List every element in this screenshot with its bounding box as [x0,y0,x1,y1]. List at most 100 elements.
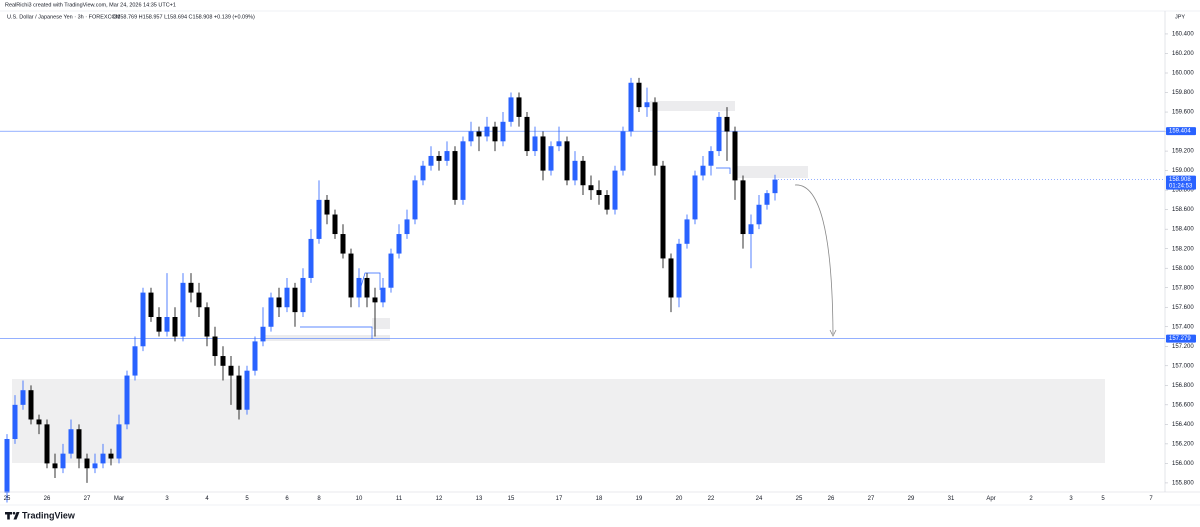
candle-body [212,336,218,357]
candle-body [124,375,130,425]
candle-body [132,346,138,376]
candle-body [428,155,434,166]
level-line [300,326,373,339]
x-tick-label: 26 [828,496,835,502]
candle-body [100,453,106,464]
y-tick-label: 160.200 [1172,51,1194,57]
demand-zone [12,379,1105,463]
y-tick-label: 157.400 [1172,324,1194,330]
symbol: U.S. Dollar / Japanese Yen · 3h · FOREXC… [7,14,121,20]
candle-body [140,292,146,347]
x-tick-label: Mar [114,496,124,502]
candle-body [404,219,410,235]
candle-body [676,243,682,298]
y-tick-label: 160.400 [1172,32,1194,38]
x-tick-label: 26 [44,496,51,502]
candle-body [300,277,306,313]
candle-body [588,185,594,191]
candle-body [452,151,458,200]
y-tick-label: 158.000 [1172,266,1194,272]
candle-body [372,297,378,303]
candle-body [692,175,698,220]
candle-body [756,204,762,225]
currency: JPY [1175,14,1185,20]
x-tick-label: 22 [708,496,715,502]
candle-body [36,419,42,425]
candle-body [348,253,354,298]
candle-body [332,214,338,235]
candle-body [540,136,546,171]
y-tick-label: 156.200 [1172,441,1194,447]
candle-body [660,165,666,259]
y-tick-label: 159.000 [1172,168,1194,174]
candle-body [508,97,514,122]
level-line [359,272,381,291]
y-tick-label: 157.800 [1172,285,1194,291]
x-tick-label: 29 [908,496,915,502]
y-tick-label: 156.800 [1172,383,1194,389]
last-price-label: 158.908 [1169,177,1191,183]
candle-body [524,116,530,152]
candle-body [724,116,730,132]
y-tick-label: 156.000 [1172,461,1194,467]
candle-body [252,341,258,371]
candle-body [308,238,314,278]
candle-body [468,131,474,142]
x-tick-label: 4 [205,496,209,502]
x-tick-label: 2 [1029,496,1033,502]
candle-body [116,424,122,459]
candle-body [684,219,690,244]
candle-body [44,424,50,464]
candle-body [596,190,602,196]
x-tick-label: 3 [165,496,169,502]
zone [372,318,390,329]
logo-mark [5,512,12,520]
candle-body [772,179,778,194]
candle-body [12,404,18,440]
price-label: 157.279 [1169,336,1191,342]
candle-body [52,463,58,469]
candle-body [188,282,194,293]
x-tick-label: 25 [796,496,803,502]
candle-body [548,146,554,171]
candle-body [484,126,490,137]
candle-body [620,131,626,171]
candle-body [268,297,274,327]
y-tick-label: 158.600 [1172,207,1194,213]
y-tick-label: 158.400 [1172,227,1194,233]
candle-body [260,326,266,342]
candle-body [220,356,226,366]
candle-body [572,160,578,181]
x-tick-label: 5 [245,496,249,502]
x-tick-label: 6 [285,496,289,502]
logo-mark [12,511,16,515]
candle-body [316,199,322,239]
level-line [716,167,731,174]
candle-body [276,297,282,308]
candle-body [196,292,202,308]
x-tick-label: 24 [756,496,763,502]
brand: TradingView [22,510,76,520]
x-tick-label: 27 [84,496,91,502]
candle-body [92,463,98,469]
y-tick-label: 159.200 [1172,149,1194,155]
candle-body [748,224,754,235]
candle-body [20,390,26,405]
x-tick-label: 15 [508,496,515,502]
candle-body [340,234,346,254]
candle-body [396,234,402,254]
candle-body [164,317,170,332]
x-tick-label: Apr [986,496,995,502]
candle-body [60,453,66,469]
ohlc-readout: O158.769 H158.957 L158.694 C158.908 +0.1… [113,14,255,20]
candle-body [156,317,162,332]
plot [0,77,1165,503]
x-tick-label: 17 [556,496,563,502]
y-tick-label: 159.800 [1172,90,1194,96]
candle-body [460,141,466,200]
candle-body [492,126,498,142]
candle-body [356,277,362,298]
candle-body [580,160,586,186]
candle-body [644,102,650,108]
x-tick-label: 7 [1149,496,1153,502]
